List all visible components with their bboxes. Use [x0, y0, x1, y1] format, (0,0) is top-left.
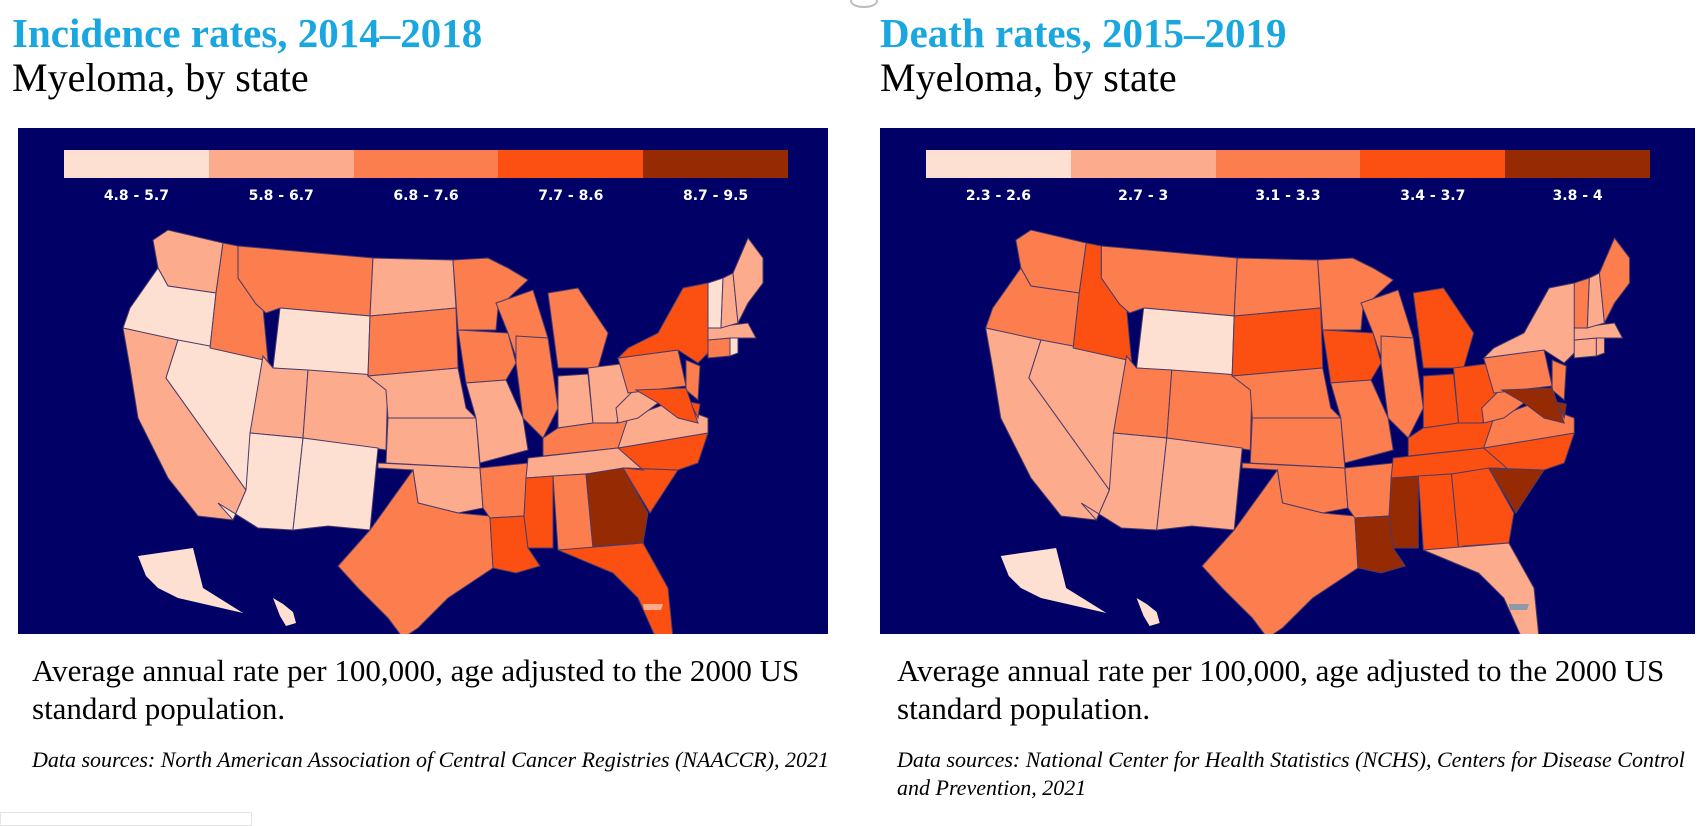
- panel-title: Incidence rates, 2014–2018: [12, 10, 483, 56]
- legend-labels: 4.8 - 5.7 5.8 - 6.7 6.8 - 7.6 7.7 - 8.6 …: [64, 188, 788, 204]
- state-me: [1598, 237, 1631, 325]
- state-tx: [337, 468, 494, 634]
- state-hi: [273, 598, 296, 626]
- state-mo: [1330, 379, 1394, 464]
- state-ak: [1000, 548, 1107, 613]
- state-pr: [1508, 604, 1529, 610]
- legend-swatch-4: [643, 150, 788, 178]
- state-sd: [1231, 307, 1324, 377]
- state-ny: [1482, 282, 1580, 364]
- legend-swatch-3: [1360, 150, 1506, 178]
- state-ms: [1388, 475, 1419, 549]
- state-ak: [138, 548, 243, 613]
- map-legend: [64, 150, 788, 178]
- legend-label: 8.7 - 9.5: [683, 188, 749, 204]
- state-ct: [707, 337, 731, 359]
- legend-label: 4.8 - 5.7: [103, 188, 169, 204]
- state-nj: [1551, 359, 1567, 402]
- state-nm: [1156, 437, 1243, 531]
- state-ia: [457, 329, 517, 384]
- state-ks: [385, 417, 481, 469]
- death-panel: Death rates, 2015–2019 Myeloma, by state…: [866, 0, 1707, 822]
- state-fl: [557, 542, 674, 634]
- state-nd: [369, 257, 457, 317]
- state-ny: [616, 282, 714, 364]
- legend-label: 3.8 - 4: [1552, 188, 1603, 204]
- legend-label: 5.8 - 6.7: [248, 188, 314, 204]
- state-ks: [1249, 417, 1346, 469]
- state-mo: [465, 379, 529, 464]
- state-pr: [643, 604, 663, 610]
- state-mi: [1412, 287, 1475, 369]
- legend-labels: 2.3 - 2.6 2.7 - 3 3.1 - 3.3 3.4 - 3.7 3.…: [926, 188, 1650, 204]
- state-nj: [685, 359, 701, 402]
- state-ms: [523, 475, 554, 549]
- state-sd: [367, 307, 459, 377]
- state-co: [1166, 369, 1253, 451]
- state-nd: [1233, 257, 1322, 317]
- state-ar: [1344, 462, 1394, 519]
- page-box: [0, 812, 252, 826]
- rate-footnote: Average annual rate per 100,000, age adj…: [897, 653, 1665, 726]
- legend-swatch-0: [64, 150, 209, 178]
- map-legend: [926, 150, 1650, 178]
- state-tx: [1201, 468, 1359, 634]
- state-wy: [1136, 307, 1235, 377]
- legend-label: 2.3 - 2.6: [965, 188, 1031, 204]
- state-hi: [1136, 598, 1160, 626]
- incidence-panel: Incidence rates, 2014–2018 Myeloma, by s…: [0, 0, 850, 822]
- legend-label: 2.7 - 3: [1118, 188, 1169, 204]
- state-mt: [237, 245, 374, 317]
- legend-swatch-1: [208, 150, 354, 178]
- death-map: 2.3 - 2.6 2.7 - 3 3.1 - 3.3 3.4 - 3.7 3.…: [880, 128, 1695, 634]
- state-vt: [707, 277, 724, 329]
- legend-swatch-2: [1215, 150, 1361, 178]
- state-md: [634, 387, 699, 424]
- state-ct: [1573, 337, 1597, 359]
- state-ar: [479, 462, 529, 519]
- us-states-map: [984, 229, 1631, 634]
- state-ri: [729, 337, 739, 357]
- legend-swatch-0: [926, 150, 1071, 178]
- legend-label: 7.7 - 8.6: [538, 188, 604, 204]
- us-states-map: [122, 229, 764, 634]
- panel-subtitle: Myeloma, by state: [12, 55, 309, 100]
- incidence-map: 4.8 - 5.7 5.8 - 6.7 6.8 - 7.6 7.7 - 8.6 …: [18, 128, 828, 634]
- state-nm: [292, 437, 379, 531]
- state-co: [302, 369, 389, 451]
- legend-label: 6.8 - 7.6: [393, 188, 459, 204]
- state-mt: [1100, 245, 1238, 317]
- panel-title: Death rates, 2015–2019: [880, 10, 1287, 56]
- state-in: [1422, 373, 1460, 429]
- state-ia: [1322, 329, 1382, 384]
- state-fl: [1423, 542, 1540, 634]
- state-me: [732, 237, 764, 325]
- legend-swatch-3: [498, 150, 644, 178]
- legend-swatch-4: [1505, 150, 1650, 178]
- rate-footnote: Average annual rate per 100,000, age adj…: [32, 653, 800, 726]
- state-in: [557, 373, 594, 429]
- data-source: Data sources: North American Association…: [32, 747, 830, 772]
- state-vt: [1573, 277, 1590, 329]
- legend-swatch-2: [353, 150, 499, 178]
- legend-swatch-1: [1070, 150, 1216, 178]
- legend-label: 3.4 - 3.7: [1400, 188, 1466, 204]
- data-source: Data sources: National Center for Health…: [897, 747, 1685, 800]
- state-mi: [547, 287, 609, 369]
- state-md: [1500, 387, 1565, 424]
- panel-subtitle: Myeloma, by state: [880, 55, 1177, 100]
- state-wy: [272, 307, 371, 377]
- state-ri: [1595, 337, 1605, 357]
- legend-label: 3.1 - 3.3: [1255, 188, 1321, 204]
